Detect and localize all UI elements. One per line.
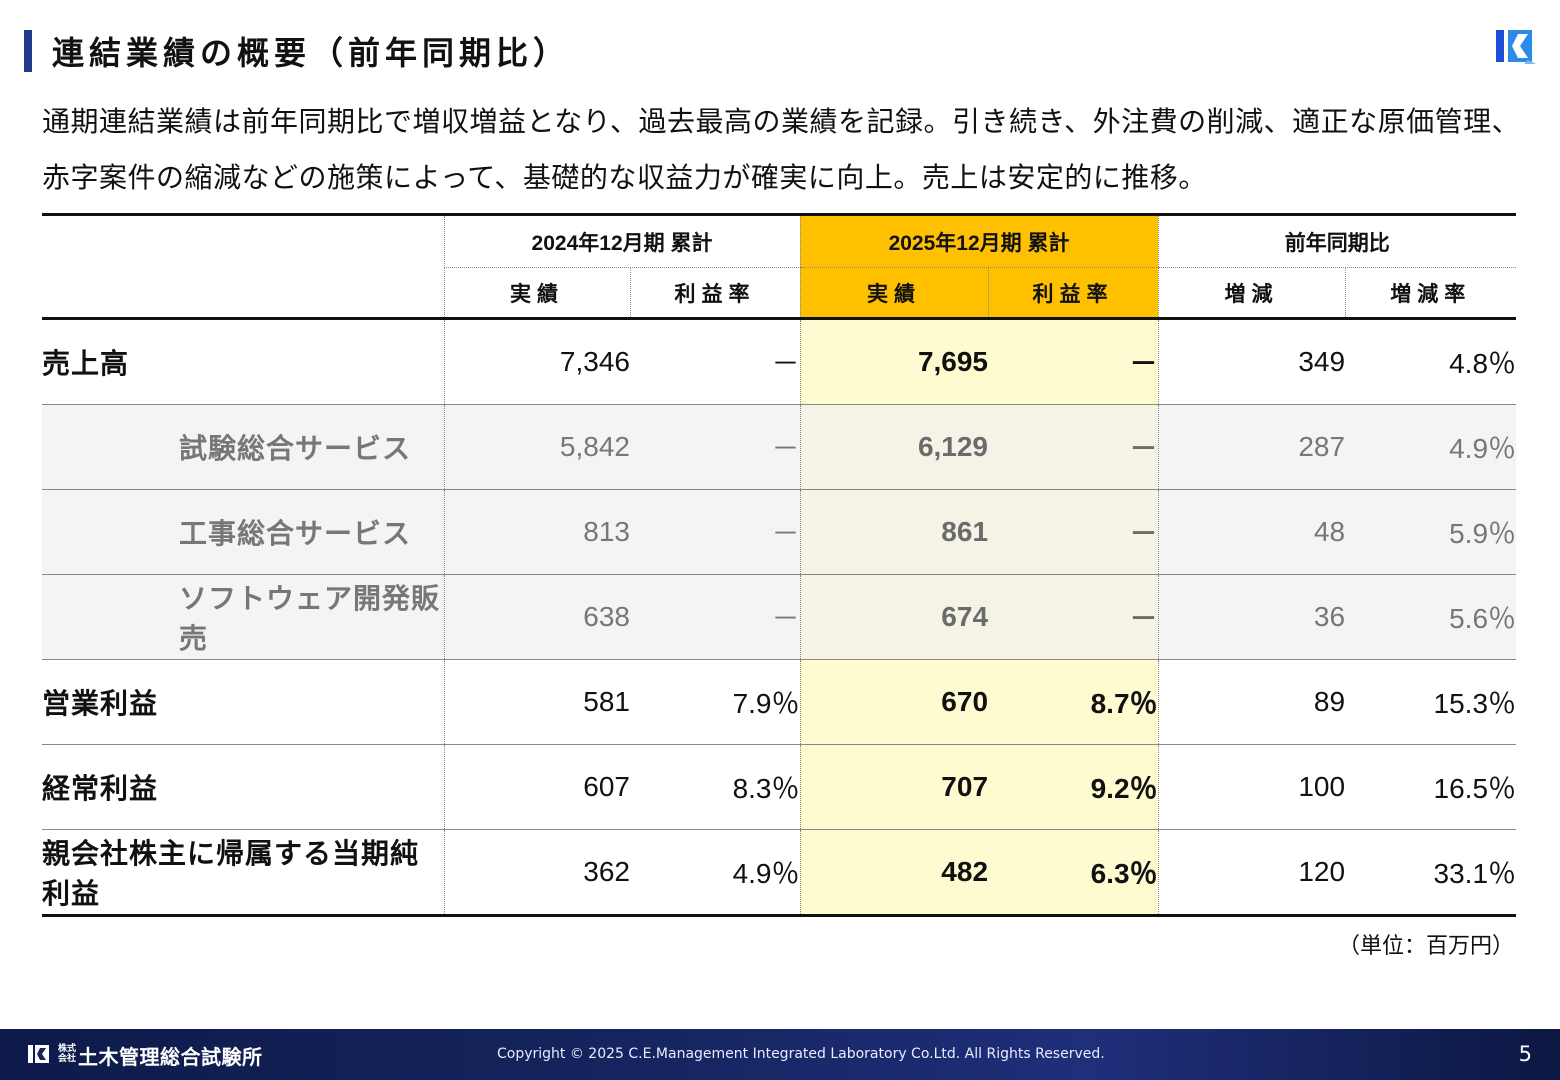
cur-margin: 8.7％	[988, 659, 1159, 745]
row-label: 売上高	[42, 318, 444, 405]
prev-actual: 607	[443, 744, 630, 830]
change-rate: 4.8％	[1345, 318, 1517, 405]
prev-margin: －	[630, 489, 801, 575]
header-row-columns: 実績 利益率 実績 利益率 増減 増減率	[42, 267, 1517, 320]
prev-actual: 5,842	[443, 404, 630, 490]
header-period-prev: 2024年12月期 累計	[443, 213, 801, 268]
prev-margin: 8.3％	[630, 744, 801, 830]
row-label: 試験総合サービス	[42, 404, 444, 490]
header-corner	[42, 213, 444, 320]
prev-margin: 7.9％	[630, 659, 801, 745]
header-period-diff: 前年同期比	[1157, 213, 1517, 268]
cur-actual: 6,129	[799, 404, 989, 490]
company-logo-icon	[1496, 30, 1536, 64]
change-rate: 33.1％	[1345, 829, 1517, 917]
change-rate: 16.5％	[1345, 744, 1517, 830]
cur-margin: －	[988, 574, 1159, 660]
header-prev-actual: 実績	[443, 267, 630, 320]
unit-note: （単位：百万円）	[1337, 934, 1514, 959]
header-row-periods: 2024年12月期 累計 2025年12月期 累計 前年同期比	[42, 213, 1517, 320]
change: 120	[1157, 829, 1346, 917]
table-row-software: ソフトウェア開発販売 638 － 674 － 36 5.6％	[42, 574, 1517, 660]
change: 287	[1157, 404, 1346, 490]
header-change-rate: 増減率	[1344, 267, 1517, 320]
cur-actual: 7,695	[799, 318, 989, 405]
table-row-construction-services: 工事総合サービス 813 － 861 － 48 5.9％	[42, 489, 1517, 575]
header-change: 増減	[1157, 267, 1346, 320]
prev-margin: －	[630, 404, 801, 490]
table-row-net-income: 親会社株主に帰属する当期純利益 362 4.9％ 482 6.3％ 120 33…	[42, 829, 1517, 917]
row-label: 営業利益	[42, 659, 444, 745]
cur-margin: －	[988, 489, 1159, 575]
prev-actual: 362	[443, 829, 630, 917]
table-row-operating-profit: 営業利益 581 7.9％ 670 8.7％ 89 15.3％	[42, 659, 1517, 745]
copyright: Copyright © 2025 C.E.Management Integrat…	[497, 1046, 1105, 1062]
change: 100	[1157, 744, 1346, 830]
cur-margin: －	[988, 318, 1159, 405]
row-label: ソフトウェア開発販売	[42, 574, 444, 660]
results-table: 2024年12月期 累計 2025年12月期 累計 前年同期比 実績 利益率 実…	[42, 213, 1517, 917]
prev-actual: 581	[443, 659, 630, 745]
footer-company-name: 土木管理総合試験所	[78, 1045, 263, 1069]
summary-text: 通期連結業績は前年同期比で増収増益となり、過去最高の業績を記録。引き続き、外注費…	[42, 105, 1521, 194]
cur-actual: 707	[799, 744, 989, 830]
table-row-sales: 売上高 7,346 － 7,695 － 349 4.8％	[42, 318, 1517, 405]
table-row-testing-services: 試験総合サービス 5,842 － 6,129 － 287 4.9％	[42, 404, 1517, 490]
prev-margin: 4.9％	[630, 829, 801, 917]
footer: 株式会社 土木管理総合試験所 Copyright © 2025 C.E.Mana…	[0, 1029, 1560, 1080]
change: 89	[1157, 659, 1346, 745]
prev-actual: 813	[443, 489, 630, 575]
cur-actual: 670	[799, 659, 989, 745]
prev-margin: －	[630, 318, 801, 405]
cur-actual: 482	[799, 829, 989, 917]
change: 48	[1157, 489, 1346, 575]
prev-margin: －	[630, 574, 801, 660]
cur-margin: 9.2％	[988, 744, 1159, 830]
cur-actual: 674	[799, 574, 989, 660]
page-number: 5	[1518, 1042, 1532, 1066]
header-prev-margin: 利益率	[629, 267, 801, 320]
change-rate: 5.9％	[1345, 489, 1517, 575]
cur-margin: －	[988, 404, 1159, 490]
table-row-ordinary-profit: 経常利益 607 8.3％ 707 9.2％ 100 16.5％	[42, 744, 1517, 830]
change-rate: 5.6％	[1345, 574, 1517, 660]
company-logo-icon	[28, 1045, 49, 1063]
prev-actual: 7,346	[443, 318, 630, 405]
change-rate: 4.9％	[1345, 404, 1517, 490]
header-cur-actual: 実績	[799, 267, 989, 320]
prev-actual: 638	[443, 574, 630, 660]
header-cur-margin: 利益率	[987, 267, 1159, 320]
change: 36	[1157, 574, 1346, 660]
footer-corp-type: 株式会社	[58, 1044, 77, 1064]
cur-margin: 6.3％	[988, 829, 1159, 917]
title-accent-bar	[24, 30, 32, 72]
row-label: 工事総合サービス	[42, 489, 444, 575]
change: 349	[1157, 318, 1346, 405]
page-title: 連結業績の概要（前年同期比）	[52, 34, 571, 72]
change-rate: 15.3％	[1345, 659, 1517, 745]
cur-actual: 861	[799, 489, 989, 575]
row-label: 経常利益	[42, 744, 444, 830]
header-period-cur: 2025年12月期 累計	[799, 213, 1159, 268]
row-label: 親会社株主に帰属する当期純利益	[42, 829, 444, 917]
